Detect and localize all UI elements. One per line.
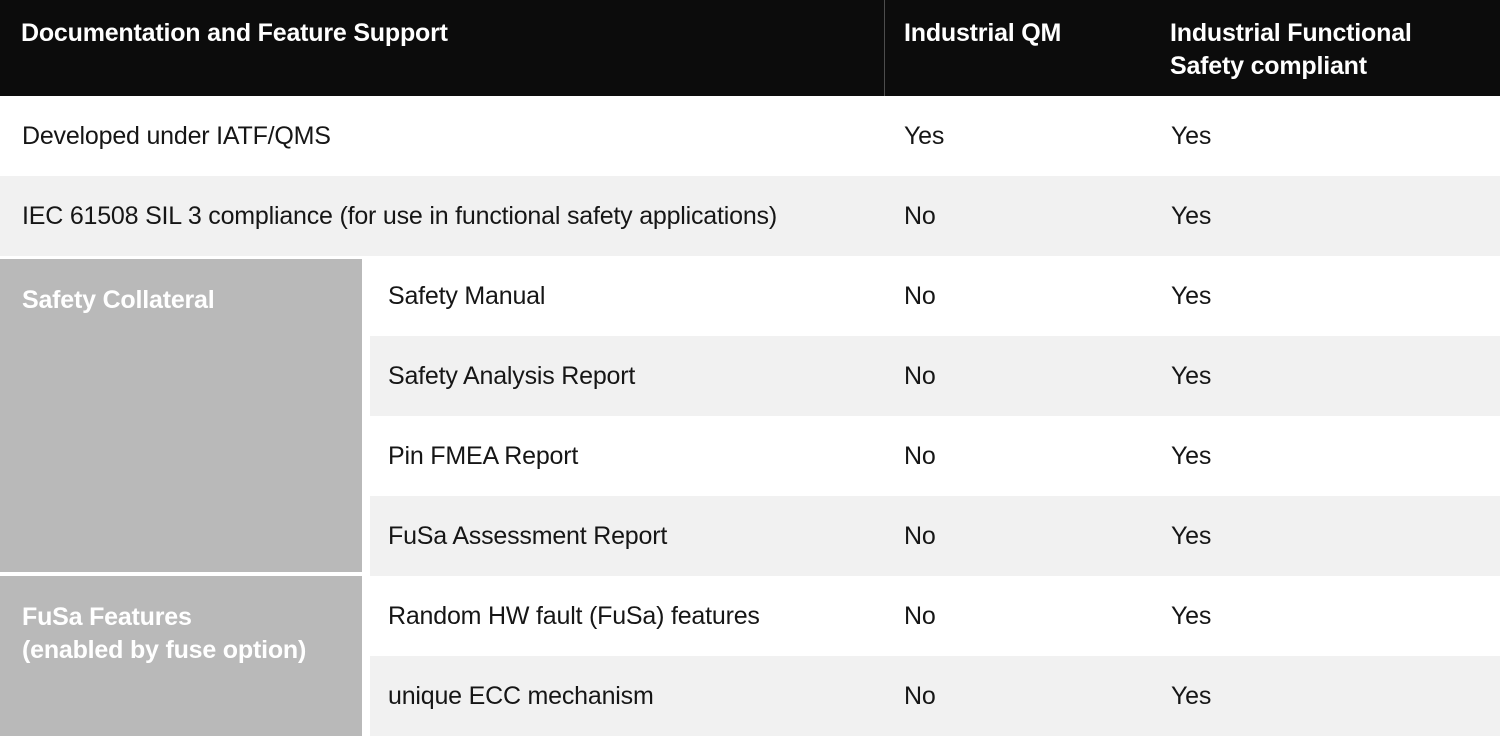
header-industrial-qm-column: Industrial QM (884, 0, 1151, 96)
row-fusa-value: Yes (1171, 361, 1212, 390)
row-fusa-value: Yes (1171, 201, 1212, 230)
group-rows: Random HW fault (FuSa) features No Yes u… (370, 576, 1500, 736)
row-fusa-value: Yes (1171, 601, 1212, 630)
row-qm-value: No (904, 521, 936, 550)
row-qm-value: No (904, 681, 936, 710)
row-qm-value: No (904, 361, 936, 390)
header-functional-safety-column: Industrial Functional Safety compliant (1170, 19, 1412, 80)
table-row: Developed under IATF/QMS Yes Yes (0, 96, 1500, 176)
row-qm-value: No (904, 201, 936, 230)
group-label-cell: Safety Collateral (0, 256, 362, 576)
row-qm-value: No (904, 601, 936, 630)
header-feature-column: Documentation and Feature Support (21, 19, 448, 47)
row-feature-label: IEC 61508 SIL 3 compliance (for use in f… (22, 201, 777, 230)
table-row: Pin FMEA Report No Yes (370, 416, 1500, 496)
row-feature-label: Random HW fault (FuSa) features (388, 601, 760, 630)
row-qm-value: No (904, 441, 936, 470)
group-label-cell: FuSa Features (enabled by fuse option) (0, 576, 362, 736)
row-fusa-value: Yes (1171, 441, 1212, 470)
row-feature-label: FuSa Assessment Report (388, 521, 668, 550)
row-feature-label: Safety Manual (388, 281, 546, 310)
group-rows: Safety Manual No Yes Safety Analysis Rep… (370, 256, 1500, 576)
row-feature-label: Safety Analysis Report (388, 361, 636, 390)
row-fusa-value: Yes (1171, 281, 1212, 310)
table-row: IEC 61508 SIL 3 compliance (for use in f… (0, 176, 1500, 256)
table-row: Random HW fault (FuSa) features No Yes (370, 576, 1500, 656)
row-qm-value: No (904, 281, 936, 310)
group-section-safety-collateral: Safety Collateral Safety Manual No Yes S… (0, 256, 1500, 576)
row-fusa-value: Yes (1171, 121, 1212, 150)
row-feature-label: Pin FMEA Report (388, 441, 579, 470)
table-row: FuSa Assessment Report No Yes (370, 496, 1500, 576)
table-row: Safety Manual No Yes (370, 256, 1500, 336)
table-row: unique ECC mechanism No Yes (370, 656, 1500, 736)
group-section-fusa-features: FuSa Features (enabled by fuse option) R… (0, 576, 1500, 736)
row-fusa-value: Yes (1171, 681, 1212, 710)
table-header-row: Documentation and Feature Support Indust… (0, 0, 1500, 96)
row-fusa-value: Yes (1171, 521, 1212, 550)
row-feature-label: Developed under IATF/QMS (22, 121, 331, 150)
row-feature-label: unique ECC mechanism (388, 681, 654, 710)
row-qm-value: Yes (904, 121, 945, 150)
table-row: Safety Analysis Report No Yes (370, 336, 1500, 416)
